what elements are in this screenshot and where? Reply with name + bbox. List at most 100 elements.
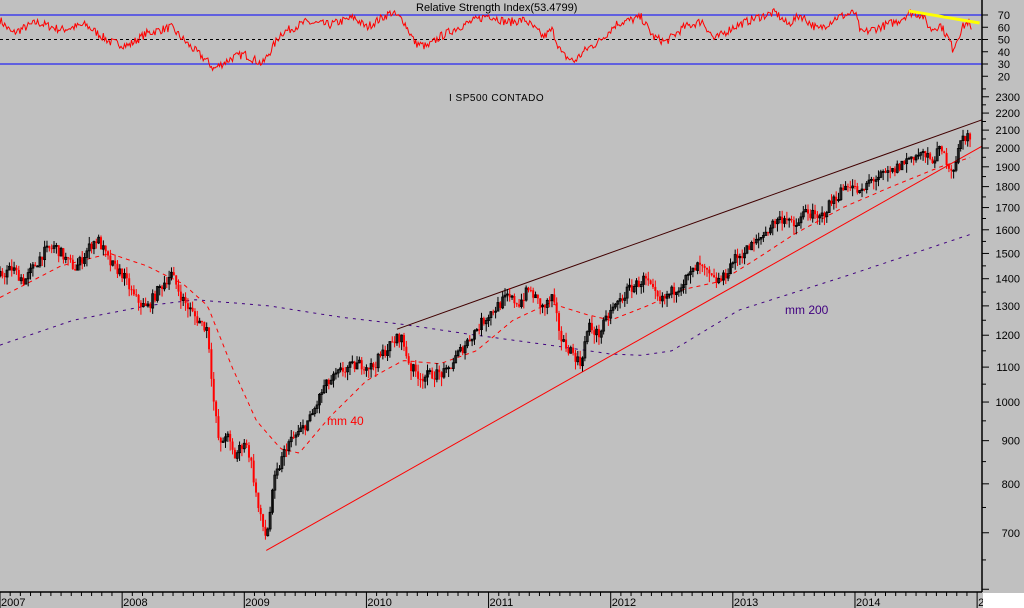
candle (116, 260, 119, 279)
candle-body (45, 245, 49, 248)
candle (186, 298, 189, 318)
candle-body (722, 272, 725, 281)
candle (327, 378, 330, 390)
candle (508, 287, 511, 302)
candle (686, 272, 690, 281)
candle-body (553, 294, 556, 303)
candle (484, 317, 488, 332)
ma200-line (0, 234, 971, 356)
candle (682, 279, 685, 294)
candle (360, 357, 363, 375)
candle-body (376, 353, 380, 369)
candle (431, 367, 434, 380)
rsi-panel (0, 7, 982, 72)
candle-body (895, 163, 899, 173)
candle (938, 145, 941, 156)
candle-body (468, 339, 471, 341)
candle (273, 470, 277, 499)
candle (294, 432, 298, 446)
candle-body (398, 334, 401, 342)
candle (287, 439, 291, 455)
candle (0, 266, 2, 278)
candle (675, 291, 678, 303)
candle-body (97, 236, 101, 244)
candle (736, 248, 739, 267)
candle (262, 513, 265, 532)
candle (12, 261, 16, 275)
candle-body (0, 270, 2, 277)
candle (92, 240, 96, 255)
candle (414, 360, 417, 377)
candle (449, 367, 452, 370)
candle (299, 422, 303, 433)
candle (257, 492, 260, 513)
candle (451, 357, 455, 372)
candle (29, 263, 32, 280)
candle (62, 247, 65, 264)
candle (496, 296, 500, 312)
candle (961, 129, 965, 150)
candle (475, 327, 479, 332)
candle-body (410, 363, 413, 372)
candle (581, 356, 584, 372)
candle-body (842, 187, 845, 190)
candle (639, 281, 643, 294)
candle-body (306, 420, 310, 431)
candle (339, 362, 342, 373)
candle-body (679, 287, 683, 292)
candle (111, 260, 115, 267)
candle (355, 356, 359, 370)
candle (916, 148, 920, 160)
candle-body (221, 440, 225, 443)
candle-body (268, 511, 272, 530)
candle-body (522, 299, 525, 301)
candle (503, 288, 507, 306)
candle (468, 335, 471, 342)
candle-body (520, 299, 523, 307)
candle-body (111, 260, 115, 266)
candle (713, 268, 716, 278)
candle (332, 371, 335, 388)
rsi-title: Relative Strength Index(53.4799) (416, 2, 577, 14)
candle (565, 332, 568, 352)
candle (820, 206, 824, 223)
candle-body (357, 359, 361, 364)
candle-body (423, 376, 427, 382)
candle-body (510, 295, 514, 298)
candle (259, 504, 262, 521)
candle-body (959, 140, 963, 149)
candle (794, 218, 798, 235)
candle-body (294, 434, 298, 438)
candle (757, 232, 761, 249)
candle-body (224, 436, 227, 442)
candle (308, 410, 312, 423)
candle-body (694, 268, 697, 271)
candle (165, 277, 168, 288)
candle-body (956, 148, 960, 163)
candle-body (613, 303, 617, 308)
candle (367, 367, 370, 379)
price-tick-label: 2000 (996, 143, 1020, 155)
candle (583, 335, 587, 362)
candle (376, 352, 380, 372)
candle-body (548, 300, 551, 302)
candle (205, 322, 209, 339)
candle (229, 430, 232, 451)
candle (155, 285, 159, 303)
candle (458, 344, 462, 353)
candle-body (701, 264, 704, 267)
candle (470, 338, 474, 347)
candle-body (635, 280, 638, 287)
candle (931, 156, 934, 164)
candle-body (919, 152, 923, 156)
candle (733, 249, 737, 270)
candle-body (597, 329, 600, 338)
candle (705, 267, 708, 277)
candle (135, 289, 138, 297)
candle (245, 439, 248, 449)
price-tick-label: 1700 (996, 203, 1020, 215)
candle (78, 255, 82, 271)
candle (825, 210, 829, 223)
candle-body (95, 241, 98, 244)
candle (31, 261, 35, 277)
